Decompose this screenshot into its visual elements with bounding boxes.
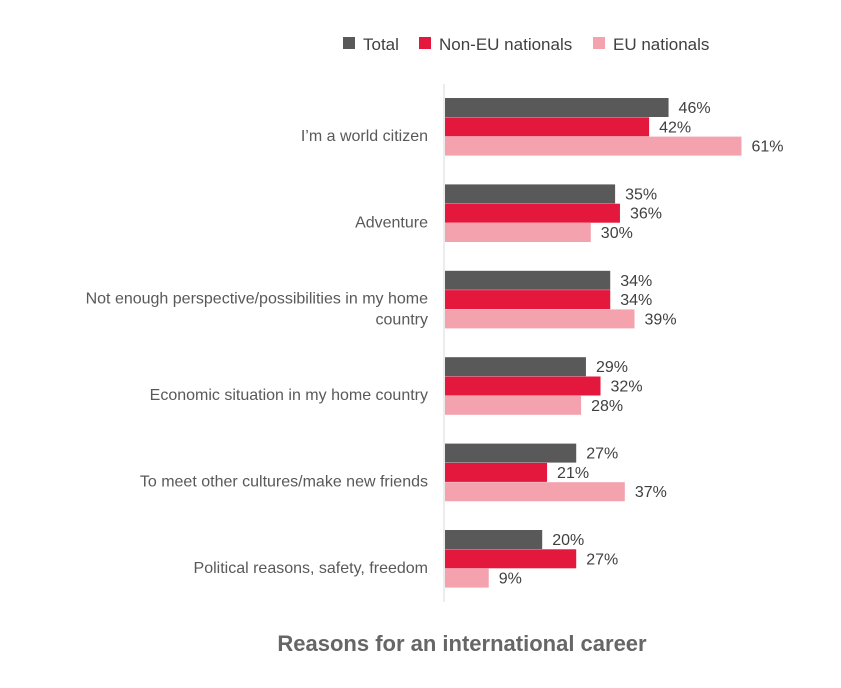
category-label-4-0: To meet other cultures/make new friends (140, 474, 428, 491)
bar-0-0 (445, 98, 669, 117)
legend-swatch-2 (593, 37, 605, 49)
bar-4-2 (445, 482, 625, 502)
chart-title: Reasons for an international career (277, 631, 647, 656)
bar-3-2 (445, 395, 582, 415)
legend-label-0: Total (363, 35, 399, 54)
legend-swatch-1 (419, 37, 431, 49)
value-label-5-1: 27% (586, 551, 618, 568)
value-label-0-0: 46% (679, 100, 711, 117)
bar-3-1 (445, 376, 601, 396)
legend-label-2: EU nationals (613, 35, 709, 54)
value-label-3-0: 29% (596, 359, 628, 376)
value-label-3-1: 32% (611, 379, 643, 396)
category-label-0-0: I’m a world citizen (301, 128, 428, 145)
bar-0-2 (445, 136, 742, 156)
bar-2-2 (445, 309, 635, 329)
bar-5-2 (445, 568, 489, 588)
category-label-2-1: country (376, 311, 428, 328)
value-label-1-1: 36% (630, 206, 662, 223)
value-label-1-0: 35% (625, 186, 657, 203)
category-label-3-0: Economic situation in my home country (150, 387, 428, 404)
bar-4-1 (445, 462, 548, 482)
bar-2-0 (445, 270, 611, 290)
value-label-2-1: 34% (620, 292, 652, 309)
legend: Total Non-EU nationals EU nationals (343, 35, 709, 54)
bar-5-1 (445, 549, 577, 569)
category-label-1-0: Adventure (355, 214, 428, 231)
bar-0-1 (445, 117, 650, 137)
category-labels: I’m a world citizen Adventure Not enough p… (86, 128, 429, 577)
value-label-0-2: 61% (751, 139, 783, 156)
value-label-5-0: 20% (552, 532, 584, 549)
bar-2-1 (445, 290, 611, 310)
value-label-4-2: 37% (635, 484, 667, 501)
category-label-2-0: Not enough perspective/possibilities in … (86, 290, 429, 307)
value-label-3-2: 28% (591, 398, 623, 415)
value-label-2-0: 34% (620, 273, 652, 290)
bar-3-0 (445, 357, 586, 377)
value-label-4-1: 21% (557, 465, 589, 482)
bars-group: 46%42%61%35%36%30%34%34%39%29%32%28%27%2… (445, 98, 783, 588)
bar-1-0 (445, 184, 616, 204)
legend-label-1: Non-EU nationals (439, 35, 572, 54)
category-label-5-0: Political reasons, safety, freedom (194, 560, 428, 577)
value-label-5-2: 9% (499, 571, 522, 588)
bar-1-2 (445, 223, 591, 242)
value-label-1-2: 30% (601, 225, 633, 242)
bar-5-0 (445, 530, 543, 549)
bar-1-1 (445, 203, 620, 223)
value-label-4-0: 27% (586, 446, 618, 463)
legend-swatch-0 (343, 37, 355, 49)
bar-4-0 (445, 443, 577, 463)
value-label-0-1: 42% (659, 119, 691, 136)
value-label-2-2: 39% (645, 311, 677, 328)
